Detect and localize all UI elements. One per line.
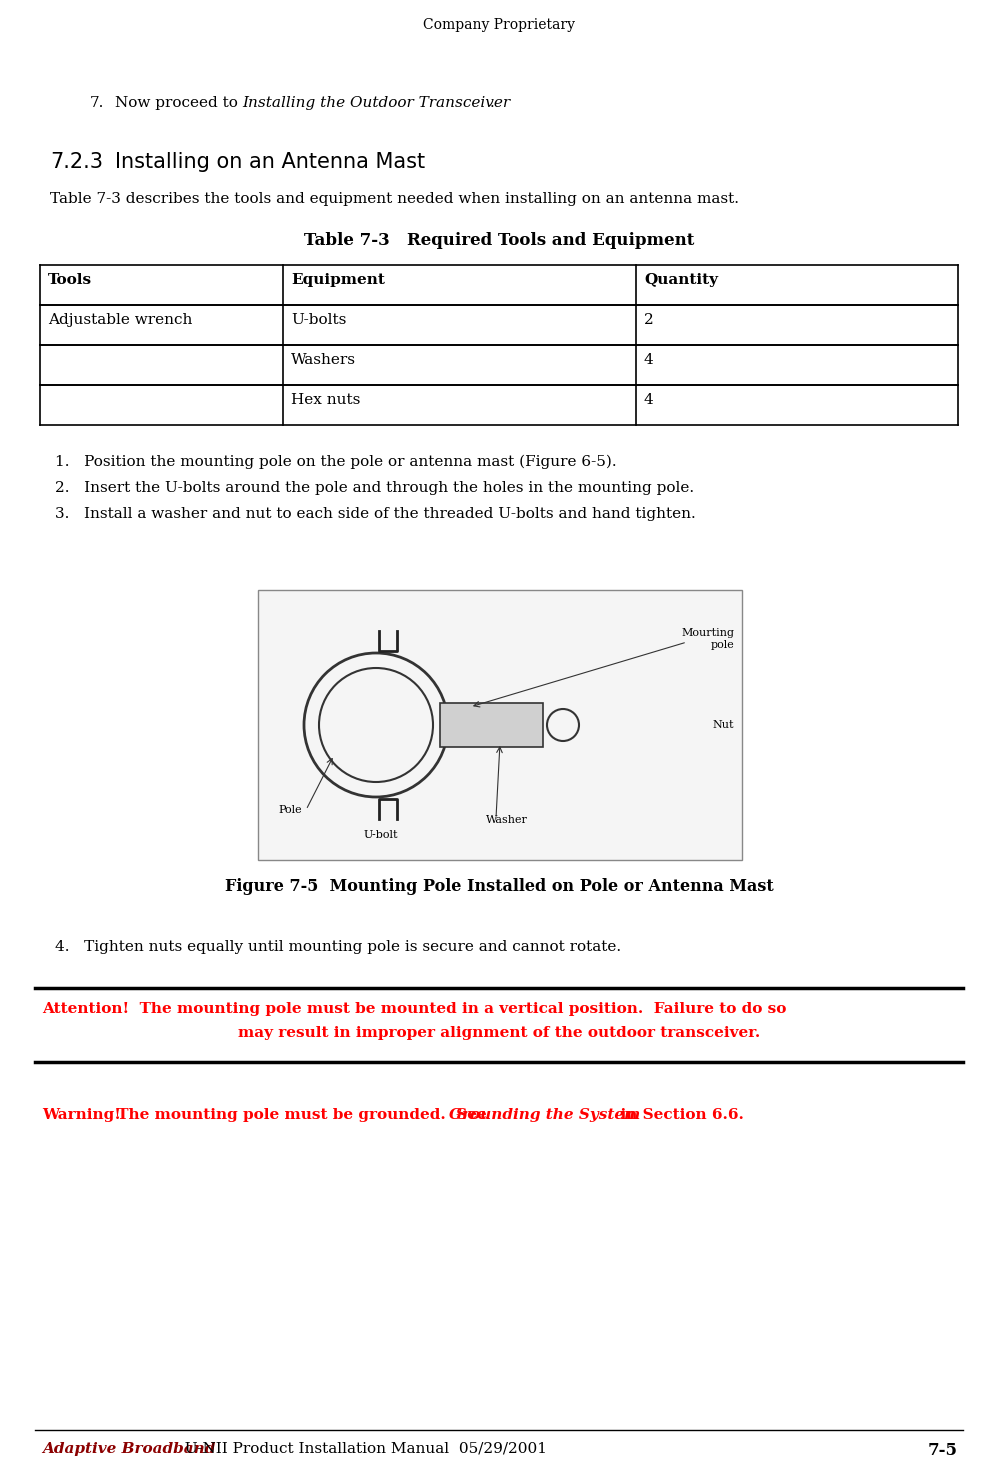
- Text: 4.   Tighten nuts equally until mounting pole is secure and cannot rotate.: 4. Tighten nuts equally until mounting p…: [55, 941, 621, 954]
- Text: U-bolts: U-bolts: [291, 314, 346, 327]
- Text: may result in improper alignment of the outdoor transceiver.: may result in improper alignment of the …: [238, 1026, 760, 1040]
- Text: 7.2.3: 7.2.3: [50, 152, 103, 171]
- Text: Quantity: Quantity: [644, 272, 718, 287]
- Bar: [440, 703, 543, 747]
- Text: Tools: Tools: [48, 272, 92, 287]
- Text: The mounting pole must be grounded.  See: The mounting pole must be grounded. See: [112, 1108, 492, 1122]
- Text: Installing on an Antenna Mast: Installing on an Antenna Mast: [115, 152, 425, 171]
- Text: Equipment: Equipment: [291, 272, 385, 287]
- Text: Pole: Pole: [278, 804, 301, 815]
- Text: 2.   Insert the U-bolts around the pole and through the holes in the mounting po: 2. Insert the U-bolts around the pole an…: [55, 481, 695, 495]
- Text: Attention!  The mounting pole must be mounted in a vertical position.  Failure t: Attention! The mounting pole must be mou…: [42, 1002, 786, 1017]
- Text: in Section 6.6.: in Section 6.6.: [610, 1108, 744, 1122]
- Text: Adjustable wrench: Adjustable wrench: [48, 314, 193, 327]
- Text: 2: 2: [644, 314, 654, 327]
- Text: U-bolt: U-bolt: [363, 831, 398, 839]
- Text: 7.: 7.: [90, 97, 105, 110]
- Text: 3.   Install a washer and nut to each side of the threaded U-bolts and hand tigh: 3. Install a washer and nut to each side…: [55, 507, 696, 522]
- Text: U-NII Product Installation Manual  05/29/2001: U-NII Product Installation Manual 05/29/…: [175, 1442, 547, 1456]
- Text: Installing the Outdoor Transceiver: Installing the Outdoor Transceiver: [242, 97, 510, 110]
- Text: pole: pole: [711, 640, 734, 650]
- Text: Washers: Washers: [291, 353, 356, 368]
- Text: .: .: [490, 97, 495, 110]
- Text: Table 7-3 describes the tools and equipment needed when installing on an antenna: Table 7-3 describes the tools and equipm…: [50, 192, 739, 207]
- Text: Table 7-3   Required Tools and Equipment: Table 7-3 Required Tools and Equipment: [303, 231, 695, 249]
- Text: Nut: Nut: [713, 719, 734, 730]
- Text: Washer: Washer: [486, 815, 528, 825]
- Text: 4: 4: [644, 353, 654, 368]
- Text: Warning!: Warning!: [42, 1108, 121, 1122]
- Text: Hex nuts: Hex nuts: [291, 393, 360, 407]
- Text: 1.   Position the mounting pole on the pole or antenna mast (Figure 6-5).: 1. Position the mounting pole on the pol…: [55, 456, 617, 469]
- Text: Company Proprietary: Company Proprietary: [423, 18, 575, 32]
- Bar: [258, 590, 742, 860]
- Text: Grounding the System: Grounding the System: [449, 1108, 641, 1122]
- Text: Mourting: Mourting: [681, 628, 734, 637]
- Text: Figure 7-5  Mounting Pole Installed on Pole or Antenna Mast: Figure 7-5 Mounting Pole Installed on Po…: [225, 878, 773, 895]
- Text: Adaptive Broadband: Adaptive Broadband: [42, 1442, 216, 1456]
- Text: 7-5: 7-5: [928, 1442, 958, 1459]
- Text: Now proceed to: Now proceed to: [115, 97, 243, 110]
- Text: 4: 4: [644, 393, 654, 407]
